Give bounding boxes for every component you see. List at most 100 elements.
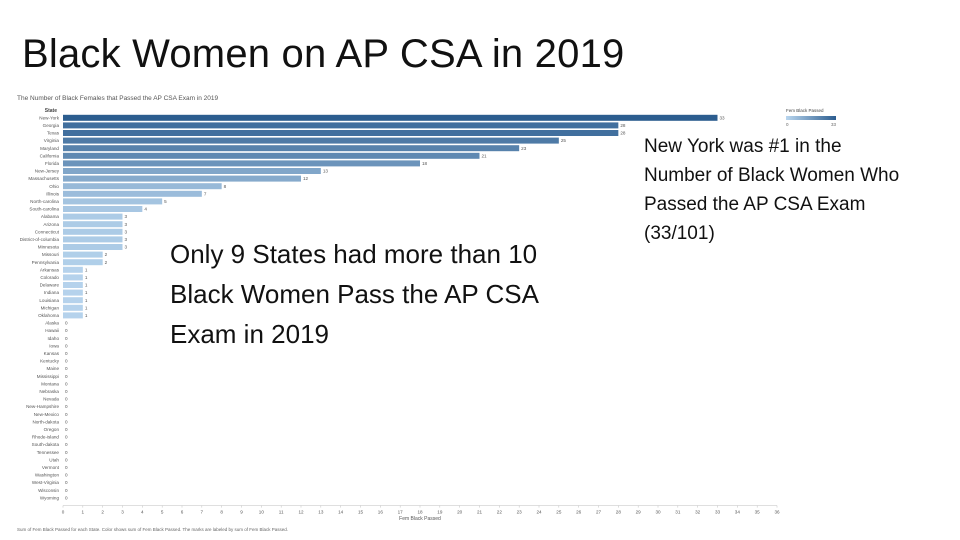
bar: [63, 198, 163, 205]
legend-title: Fem Black Passed: [786, 108, 824, 113]
bar-value-label: 0: [65, 328, 68, 333]
bar: [63, 266, 83, 273]
bar-value-label: 0: [65, 359, 68, 364]
bar-value-label: 1: [85, 305, 88, 310]
bar-value-label: 13: [323, 169, 329, 174]
bar-value-label: 1: [85, 313, 88, 318]
category-label: California: [40, 153, 60, 158]
bar: [63, 130, 619, 136]
bar: [63, 251, 103, 258]
category-label: Arizona: [43, 222, 59, 227]
x-axis-label: Fem Black Passed: [399, 516, 441, 522]
x-tick-label: 13: [318, 510, 324, 515]
bar-value-label: 33: [720, 115, 726, 120]
x-tick-label: 29: [636, 510, 642, 515]
bar-value-label: 0: [65, 343, 68, 348]
category-label: Indiana: [44, 290, 60, 295]
bar-value-label: 0: [65, 419, 68, 424]
bar: [63, 221, 123, 228]
bar-value-label: 8: [224, 184, 227, 189]
x-tick-label: 32: [695, 510, 701, 515]
bar-value-label: 3: [125, 229, 128, 234]
x-tick-label: 8: [220, 510, 223, 515]
category-label: Rhode-island: [32, 435, 60, 440]
category-label: Oregon: [44, 427, 60, 432]
bar: [63, 190, 202, 197]
category-label: Hawaii: [45, 328, 59, 333]
category-label: Texas: [47, 131, 60, 136]
bar-value-label: 0: [65, 336, 68, 341]
category-label: Alabama: [41, 214, 60, 219]
x-tick-label: 27: [596, 510, 602, 515]
bar: [63, 122, 619, 129]
category-header: State: [45, 108, 57, 114]
bar: [63, 168, 321, 174]
bar-value-label: 3: [125, 237, 128, 242]
category-label: Maine: [46, 366, 59, 371]
x-tick-label: 36: [774, 510, 780, 515]
category-label: Oklahoma: [38, 313, 59, 318]
bar-value-label: 0: [65, 457, 68, 462]
bar-value-label: 0: [65, 389, 68, 394]
category-label: Connecticut: [35, 229, 60, 234]
bar: [63, 282, 83, 288]
bar-value-label: 0: [65, 442, 68, 447]
chart-title: The Number of Black Females that Passed …: [17, 95, 219, 102]
x-tick-label: 1: [82, 510, 85, 515]
bar-value-label: 1: [85, 290, 88, 295]
bar-value-label: 28: [620, 123, 626, 128]
category-label: Utah: [49, 457, 59, 462]
category-label: Delaware: [40, 283, 60, 288]
x-tick-label: 16: [378, 510, 384, 515]
category-label: Maryland: [40, 146, 59, 151]
bar: [63, 312, 83, 319]
bar: [63, 183, 222, 190]
category-label: New-Mexico: [34, 412, 60, 417]
x-tick-label: 26: [576, 510, 582, 515]
category-label: Colorado: [40, 275, 59, 280]
category-label: Virginia: [44, 138, 60, 143]
bar-value-label: 3: [125, 222, 128, 227]
x-tick-label: 12: [298, 510, 304, 515]
x-tick-label: 25: [556, 510, 562, 515]
bar: [63, 304, 83, 311]
bar-value-label: 0: [65, 366, 68, 371]
bar-value-label: 0: [65, 351, 68, 356]
bar-value-label: 1: [85, 298, 88, 303]
category-label: New-Jersey: [35, 169, 60, 174]
bar-value-label: 0: [65, 435, 68, 440]
category-label: Wisconsin: [38, 488, 59, 493]
bar-value-label: 0: [65, 381, 68, 386]
bar: [63, 297, 83, 304]
bar-value-label: 0: [65, 495, 68, 500]
bar-value-label: 0: [65, 397, 68, 402]
category-label: Montana: [41, 381, 59, 386]
bar: [63, 213, 123, 220]
bar: [63, 244, 123, 250]
x-tick-label: 4: [141, 510, 144, 515]
bar-value-label: 0: [65, 427, 68, 432]
bar: [63, 289, 83, 296]
color-legend: Fem Black Passed 0 33: [786, 108, 836, 127]
category-label: New-Hampshire: [26, 404, 59, 409]
bar-value-label: 3: [125, 214, 128, 219]
bar: [63, 236, 123, 243]
bar-value-label: 12: [303, 176, 309, 181]
x-tick-label: 31: [675, 510, 681, 515]
category-label: Tennessee: [37, 450, 60, 455]
x-tick-label: 14: [338, 510, 344, 515]
bar-value-label: 0: [65, 404, 68, 409]
x-tick-label: 35: [755, 510, 761, 515]
category-label: Alaska: [45, 321, 59, 326]
legend-gradient-bar: [786, 116, 836, 120]
category-label: Mississippi: [37, 374, 59, 379]
x-tick-label: 23: [517, 510, 523, 515]
x-tick-label: 9: [240, 510, 243, 515]
x-tick-label: 10: [259, 510, 265, 515]
bar: [63, 145, 520, 152]
x-tick-label: 22: [497, 510, 503, 515]
category-label: Wyoming: [40, 495, 60, 500]
x-tick-label: 18: [417, 510, 423, 515]
category-label: Minnesota: [38, 245, 60, 250]
